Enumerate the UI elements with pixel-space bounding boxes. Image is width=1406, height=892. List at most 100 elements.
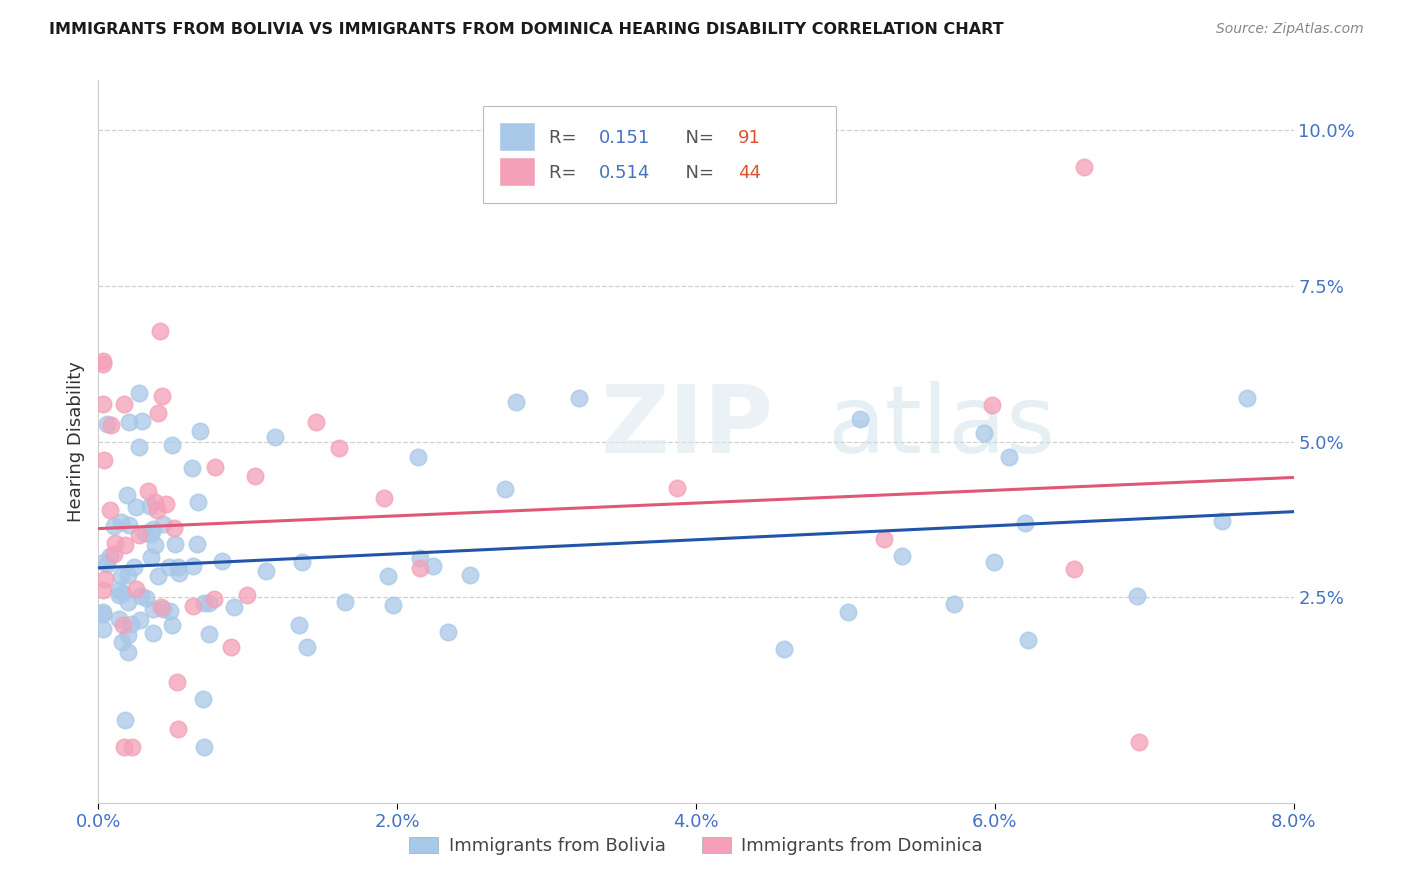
Point bbox=[183, 559, 205, 574]
Point bbox=[111, 635, 134, 649]
Point bbox=[505, 395, 527, 409]
Point bbox=[1211, 514, 1233, 528]
Text: ZIP: ZIP bbox=[600, 381, 773, 473]
Text: atlas: atlas bbox=[827, 381, 1056, 473]
Point bbox=[142, 601, 165, 615]
Point bbox=[146, 568, 169, 582]
Point bbox=[118, 518, 141, 533]
Point bbox=[146, 503, 169, 517]
Point bbox=[134, 525, 156, 540]
Point bbox=[1017, 632, 1039, 647]
Point bbox=[186, 537, 208, 551]
Point bbox=[297, 640, 319, 654]
Point bbox=[409, 551, 432, 566]
Point bbox=[181, 599, 204, 613]
Point bbox=[873, 532, 896, 546]
Point bbox=[110, 515, 132, 529]
Point bbox=[181, 461, 204, 475]
Point bbox=[983, 555, 1005, 569]
Point bbox=[305, 415, 328, 429]
Point bbox=[1073, 161, 1095, 175]
Point bbox=[96, 417, 118, 431]
Point bbox=[198, 596, 221, 610]
Point bbox=[117, 645, 139, 659]
Point bbox=[264, 430, 287, 444]
Point bbox=[100, 549, 122, 564]
Point bbox=[142, 626, 165, 640]
Point bbox=[290, 554, 312, 568]
Point bbox=[159, 604, 181, 618]
Point bbox=[114, 538, 136, 552]
Point bbox=[167, 566, 190, 580]
Point bbox=[163, 537, 186, 551]
Point bbox=[128, 386, 150, 401]
Point bbox=[112, 739, 135, 754]
Point bbox=[120, 616, 142, 631]
Point bbox=[422, 558, 444, 573]
Point bbox=[108, 588, 131, 602]
Point bbox=[91, 354, 114, 368]
Point bbox=[998, 450, 1021, 465]
Point bbox=[406, 450, 429, 464]
Point bbox=[129, 589, 152, 603]
Point bbox=[166, 675, 188, 690]
Point bbox=[211, 554, 233, 568]
Point bbox=[143, 494, 166, 508]
Point bbox=[1236, 391, 1258, 405]
Point bbox=[98, 503, 121, 517]
Text: N=: N= bbox=[675, 129, 720, 147]
Point bbox=[117, 594, 139, 608]
Point bbox=[94, 572, 117, 586]
Point bbox=[973, 426, 995, 441]
Point bbox=[91, 607, 114, 622]
Point bbox=[254, 565, 277, 579]
Point bbox=[124, 500, 146, 515]
Point bbox=[193, 739, 215, 754]
Text: 0.514: 0.514 bbox=[599, 164, 651, 182]
Point bbox=[204, 460, 226, 475]
Point bbox=[112, 586, 135, 600]
Point bbox=[458, 567, 481, 582]
Point bbox=[141, 549, 163, 564]
Point bbox=[202, 591, 225, 606]
Text: 44: 44 bbox=[738, 164, 761, 182]
Point bbox=[193, 596, 215, 610]
Point bbox=[155, 497, 177, 511]
Text: IMMIGRANTS FROM BOLIVIA VS IMMIGRANTS FROM DOMINICA HEARING DISABILITY CORRELATI: IMMIGRANTS FROM BOLIVIA VS IMMIGRANTS FR… bbox=[49, 22, 1004, 37]
Point bbox=[117, 628, 139, 642]
Point bbox=[112, 618, 135, 632]
Point bbox=[157, 559, 180, 574]
Text: 91: 91 bbox=[738, 129, 761, 147]
Point bbox=[163, 521, 186, 535]
Point bbox=[160, 438, 183, 452]
Point bbox=[114, 713, 136, 727]
Point bbox=[568, 391, 591, 405]
Point bbox=[152, 602, 174, 616]
Point bbox=[104, 536, 127, 550]
Point bbox=[187, 494, 209, 508]
Point bbox=[91, 622, 114, 636]
Point bbox=[166, 559, 188, 574]
FancyBboxPatch shape bbox=[499, 122, 534, 151]
Text: R=: R= bbox=[548, 129, 582, 147]
Point bbox=[91, 358, 114, 372]
Point bbox=[981, 398, 1004, 412]
Point bbox=[152, 516, 174, 531]
Y-axis label: Hearing Disability: Hearing Disability bbox=[66, 361, 84, 522]
Point bbox=[139, 500, 162, 514]
Point bbox=[197, 627, 219, 641]
Point bbox=[1063, 562, 1085, 576]
Point bbox=[381, 599, 404, 613]
Point bbox=[328, 442, 350, 456]
Point bbox=[221, 640, 243, 654]
Point bbox=[188, 424, 211, 438]
Point bbox=[243, 469, 266, 483]
Point bbox=[108, 611, 131, 625]
Point bbox=[125, 582, 148, 596]
Point bbox=[494, 483, 516, 497]
Point bbox=[96, 557, 118, 571]
Point bbox=[142, 522, 165, 536]
Point bbox=[100, 417, 122, 432]
Point bbox=[167, 722, 190, 736]
Point bbox=[943, 597, 966, 611]
